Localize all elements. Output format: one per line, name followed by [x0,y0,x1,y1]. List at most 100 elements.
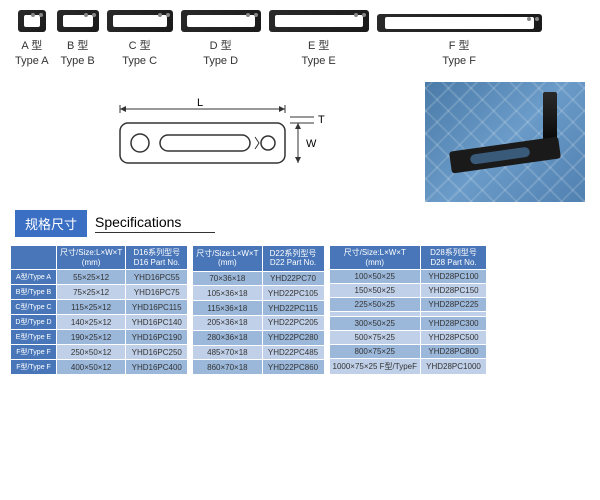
product-item: B 型 Type B [57,10,99,67]
row-type: B型/Type B [11,285,57,300]
table-row: 105×36×18YHD22PC105 [193,286,324,301]
table-row: 485×70×18YHD22PC485 [193,345,324,360]
table-row: 500×75×25YHD28PC500 [329,331,487,345]
label-L: L [197,97,203,109]
product-label-en: Type F [377,55,542,67]
product-label-en: Type B [57,55,99,67]
table-row: 70×36×18YHD22PC70 [193,271,324,286]
row-part: YHD16PC140 [126,315,188,330]
product-item: C 型 Type C [107,10,173,67]
row-part: YHD28PC100 [421,270,487,284]
table-row: 100×50×25YHD28PC100 [329,270,487,284]
row-size: 250×50×12 [57,345,126,360]
row-part: YHD16PC75 [126,285,188,300]
row-part: YHD16PC190 [126,330,188,345]
product-image [181,10,261,32]
row-size: 500×75×25 [329,331,421,345]
row-size: 300×50×25 [329,317,421,331]
label-T: T [318,114,325,126]
product-label-cn: C 型 [107,37,173,53]
product-image [377,14,542,32]
product-image [269,10,369,32]
product-item: D 型 Type D [181,10,261,67]
row-size: 100×50×25 [329,270,421,284]
table-row: F型/Type F250×50×12YHD16PC250 [11,345,188,360]
table-row: 300×50×25YHD28PC300 [329,317,487,331]
row-size: 860×70×18 [193,360,262,375]
row-part: YHD28PC225 [421,298,487,312]
row-type: F型/Type F [11,360,57,375]
row-part: YHD16PC400 [126,360,188,375]
product-photo [425,82,585,202]
table-row: 800×75×25YHD28PC800 [329,345,487,359]
row-size: 1000×75×25 F型/TypeF [329,359,421,375]
product-label-cn: A 型 [15,37,49,53]
row-size: 150×50×25 [329,284,421,298]
product-image [57,10,99,32]
row-size: 115×36×18 [193,301,262,316]
table-row: E型/Type E190×25×12YHD16PC190 [11,330,188,345]
row-size: 190×25×12 [57,330,126,345]
row-part: YHD22PC485 [262,345,324,360]
row-type: E型/Type E [11,330,57,345]
dimension-diagram: L W T [15,97,405,187]
row-part: YHD16PC115 [126,300,188,315]
row-part: YHD22PC205 [262,315,324,330]
row-part: YHD22PC70 [262,271,324,286]
row-size: 225×50×25 [329,298,421,312]
spec-title: Specifications [95,214,215,233]
product-image [18,10,46,32]
row-type: D型/Type D [11,315,57,330]
spec-badge: 规格尺寸 [15,210,87,237]
row-part: YHD28PC500 [421,331,487,345]
row-size: 140×25×12 [57,315,126,330]
row-part: YHD28PC1000 [421,359,487,375]
middle-row: L W T [0,72,600,210]
table-row: B型/Type B75×25×12YHD16PC75 [11,285,188,300]
table-row: 280×36×18YHD22PC280 [193,330,324,345]
table-row: A型/Type A55×25×12YHD16PC55 [11,270,188,285]
row-size: 70×36×18 [193,271,262,286]
table-row: 150×50×25YHD28PC150 [329,284,487,298]
product-item: A 型 Type A [15,10,49,67]
table-row: 115×36×18YHD22PC115 [193,301,324,316]
row-size: 75×25×12 [57,285,126,300]
row-size: 205×36×18 [193,315,262,330]
product-row: A 型 Type A B 型 Type B C 型 Type C D 型 Typ… [0,0,600,72]
row-part: YHD22PC280 [262,330,324,345]
row-size: 485×70×18 [193,345,262,360]
product-label-cn: E 型 [269,37,369,53]
table-row: C型/Type C115×25×12YHD16PC115 [11,300,188,315]
product-label-cn: F 型 [377,37,542,53]
label-W: W [306,138,317,150]
product-item: F 型 Type F [377,14,542,67]
row-part: YHD28PC800 [421,345,487,359]
row-size: 280×36×18 [193,330,262,345]
product-label-cn: B 型 [57,37,99,53]
row-part: YHD22PC860 [262,360,324,375]
row-type: F型/Type F [11,345,57,360]
product-item: E 型 Type E [269,10,369,67]
table-d28: 尺寸/Size:L×W×T(mm)D28系列型号D28 Part No. 100… [329,245,488,375]
row-part: YHD28PC300 [421,317,487,331]
row-size: 115×25×12 [57,300,126,315]
table-d16: 尺寸/Size:L×W×T(mm)D16系列型号D16 Part No. A型/… [10,245,188,375]
table-row: 1000×75×25 F型/TypeFYHD28PC1000 [329,359,487,375]
row-size: 800×75×25 [329,345,421,359]
row-part: YHD28PC150 [421,284,487,298]
row-size: 105×36×18 [193,286,262,301]
row-part: YHD16PC250 [126,345,188,360]
spec-header: 规格尺寸 Specifications [0,210,600,245]
product-image [107,10,173,32]
table-row: 860×70×18YHD22PC860 [193,360,324,375]
row-part: YHD22PC105 [262,286,324,301]
row-size: 400×50×12 [57,360,126,375]
product-label-en: Type E [269,55,369,67]
table-row: F型/Type F400×50×12YHD16PC400 [11,360,188,375]
table-d22: 尺寸/Size:L×W×T(mm)D22系列型号D22 Part No. 70×… [192,245,324,375]
table-row: 225×50×25YHD28PC225 [329,298,487,312]
row-size: 55×25×12 [57,270,126,285]
product-label-en: Type C [107,55,173,67]
table-row: 205×36×18YHD22PC205 [193,315,324,330]
tables: 尺寸/Size:L×W×T(mm)D16系列型号D16 Part No. A型/… [0,245,600,375]
